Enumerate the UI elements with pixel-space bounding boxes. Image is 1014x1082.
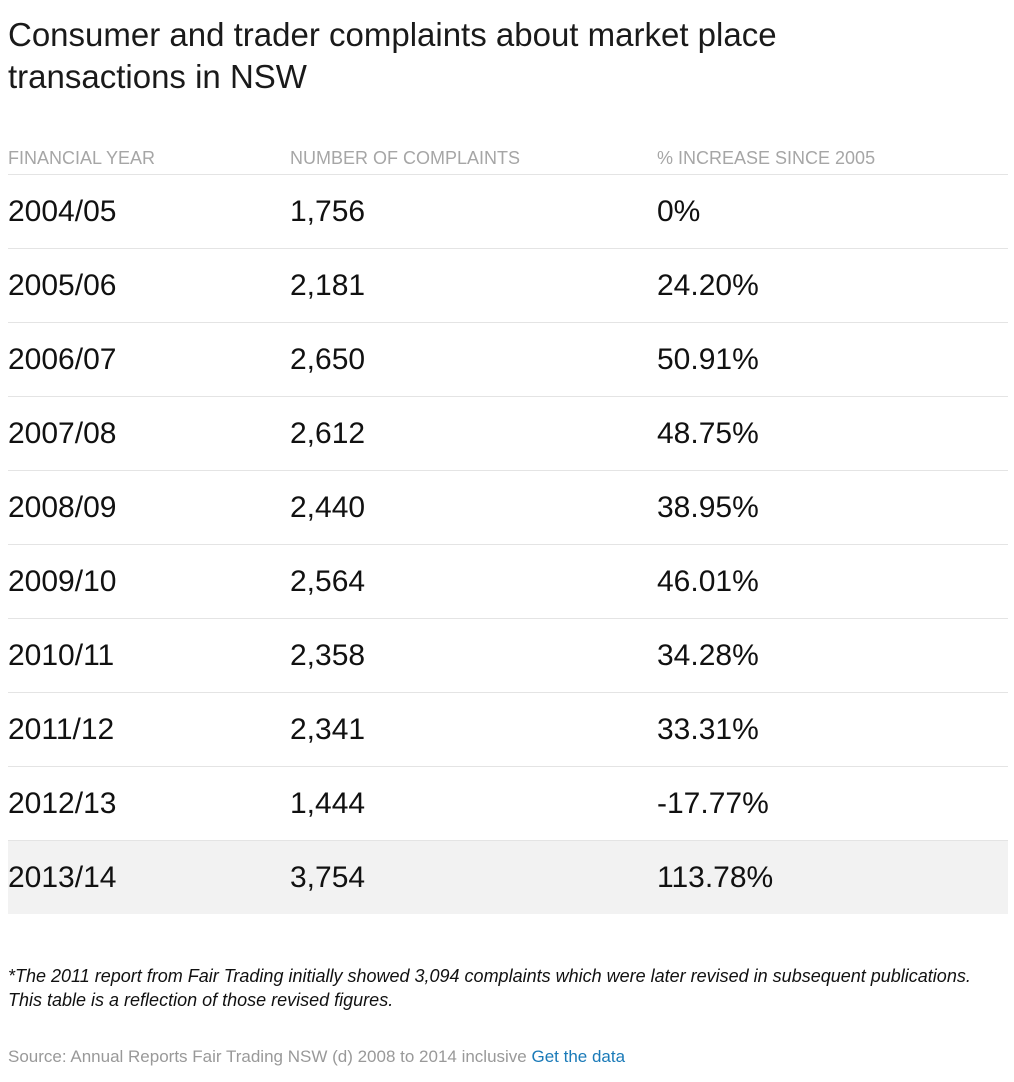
table-cell: 0% <box>657 174 1008 249</box>
source: Source: Annual Reports Fair Trading NSW … <box>8 1047 625 1067</box>
table-cell: 2007/08 <box>8 396 290 471</box>
table-cell: 48.75% <box>657 396 1008 471</box>
table-row: 2013/14 3,754 113.78% <box>8 840 1008 914</box>
table-cell: 2,341 <box>290 692 657 767</box>
column-header: NUMBER OF COMPLAINTS <box>290 148 657 175</box>
table-row: 2007/08 2,612 48.75% <box>8 396 1008 471</box>
table-row: 2009/10 2,564 46.01% <box>8 544 1008 619</box>
table-cell: 2,181 <box>290 248 657 323</box>
table-cell: 2,358 <box>290 618 657 693</box>
title: Consumer and trader complaints about mar… <box>8 16 777 95</box>
table-cell: 2013/14 <box>8 840 290 914</box>
table-cell: 34.28% <box>657 618 1008 693</box>
table-cell: 1,444 <box>290 766 657 841</box>
table-row: 2010/11 2,358 34.28% <box>8 618 1008 693</box>
table-cell: -17.77% <box>657 766 1008 841</box>
table-cell: 2,612 <box>290 396 657 471</box>
column-header: % INCREASE SINCE 2005 <box>657 148 1008 175</box>
table-body: 2004/05 1,756 0% 2005/06 2,181 24.20% 2006/07 2… <box>8 174 1008 914</box>
table-cell: 2011/12 <box>8 692 290 767</box>
table-cell: 2008/09 <box>8 470 290 545</box>
footnote: *The 2011 report from Fair Trading initi… <box>8 966 971 1010</box>
column-header: FINANCIAL YEAR <box>8 148 290 175</box>
table-cell: 2,440 <box>290 470 657 545</box>
table-cell: 1,756 <box>290 174 657 249</box>
table-row: 2012/13 1,444 -17.77% <box>8 766 1008 841</box>
table-cell: 2,650 <box>290 322 657 397</box>
table-cell: 33.31% <box>657 692 1008 767</box>
data-table: FINANCIAL YEAR NUMBER OF COMPLAINTS% INCR… <box>8 148 1008 914</box>
table-cell: 2006/07 <box>8 322 290 397</box>
table-cell: 2010/11 <box>8 618 290 693</box>
table-cell: 46.01% <box>657 544 1008 619</box>
table-cell: 2004/05 <box>8 174 290 249</box>
table-cell: 113.78% <box>657 840 1008 914</box>
source-text: Source: Annual Reports Fair Trading NSW … <box>8 1047 527 1066</box>
table-cell: 2,564 <box>290 544 657 619</box>
table-cell: 38.95% <box>657 470 1008 545</box>
table-cell: 3,754 <box>290 840 657 914</box>
table-cell: 24.20% <box>657 248 1008 323</box>
table-cell: 50.91% <box>657 322 1008 397</box>
get-data-link[interactable]: Get the data <box>531 1047 626 1066</box>
table-row: 2004/05 1,756 0% <box>8 174 1008 249</box>
table-row: 2005/06 2,181 24.20% <box>8 248 1008 323</box>
table-row: 2008/09 2,440 38.95% <box>8 470 1008 545</box>
table-row: 2011/12 2,341 33.31% <box>8 692 1008 767</box>
table-row: 2006/07 2,650 50.91% <box>8 322 1008 397</box>
header-row: FINANCIAL YEAR NUMBER OF COMPLAINTS% INCR… <box>8 148 1008 175</box>
table-cell: 2005/06 <box>8 248 290 323</box>
table-cell: 2009/10 <box>8 544 290 619</box>
table-cell: 2012/13 <box>8 766 290 841</box>
